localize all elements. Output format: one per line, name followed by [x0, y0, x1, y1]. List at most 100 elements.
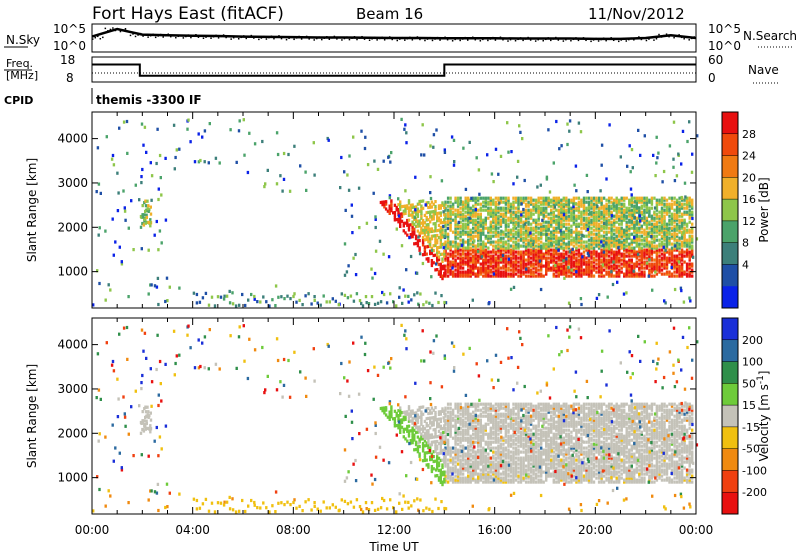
echo-cell: [683, 260, 686, 264]
echo-cell: [545, 268, 548, 272]
echo-cell: [451, 256, 455, 260]
echo-cell: [195, 301, 199, 305]
echo-cell: [522, 226, 525, 230]
echo-cell: [469, 444, 472, 448]
echo-cell: [484, 454, 487, 458]
echo-cell: [461, 412, 465, 416]
echo-cell: [685, 248, 689, 252]
echo-cell: [592, 208, 596, 212]
echo-cell: [522, 254, 525, 258]
echo-cell: [446, 470, 450, 474]
echo-cell: [479, 218, 482, 222]
echo-cell: [456, 406, 460, 410]
echo-cell: [499, 272, 503, 276]
echo-cell: [540, 232, 543, 236]
echo-cell: [597, 230, 601, 234]
echo-cell: [499, 402, 503, 406]
echo-cell: [635, 206, 638, 210]
echo-cell: [680, 256, 684, 260]
echo-cell: [404, 189, 407, 193]
echo-cell: [477, 256, 480, 260]
noise-point: [489, 38, 492, 40]
colorbar-tick-label: 8: [742, 237, 749, 250]
echo-cell: [487, 418, 490, 422]
echo-cell: [504, 202, 508, 206]
noise-point: [172, 34, 175, 36]
echo-cell: [540, 228, 543, 232]
echo-cell: [655, 224, 659, 228]
echo-cell: [527, 258, 530, 262]
noise-point: [240, 36, 242, 39]
echo-cell: [630, 246, 633, 250]
echo-cell: [454, 244, 457, 248]
echo-cell: [643, 238, 646, 242]
echo-cell: [678, 204, 681, 208]
echo-cell: [504, 260, 508, 264]
echo-cell: [398, 295, 401, 299]
echo-cell: [421, 199, 425, 203]
echo-cell: [605, 236, 608, 240]
echo-cell: [565, 260, 568, 264]
echo-cell: [477, 440, 480, 444]
echo-cell: [691, 198, 694, 202]
echo-cell: [658, 242, 661, 246]
echo-cell: [479, 402, 482, 406]
echo-cell: [565, 244, 568, 248]
echo-cell: [423, 247, 427, 252]
echo-cell: [456, 212, 460, 216]
echo-cell: [504, 242, 508, 246]
echo-cell: [534, 200, 538, 204]
echo-cell: [615, 250, 618, 254]
echo-cell: [95, 190, 98, 194]
echo-cell: [623, 248, 626, 252]
echo-cell: [390, 209, 393, 213]
echo-cell: [555, 236, 558, 240]
echo-cell: [582, 226, 586, 230]
echo-cell: [519, 220, 523, 224]
noise-point: [394, 37, 396, 39]
echo-cell: [492, 180, 495, 184]
echo-cell: [444, 434, 447, 438]
echo-cell: [365, 301, 368, 305]
echo-cell: [474, 244, 477, 248]
echo-cell: [461, 260, 465, 264]
echo-cell: [630, 198, 633, 202]
echo-cell: [643, 202, 646, 206]
echo-cell: [430, 251, 434, 255]
echo-cell: [492, 418, 495, 422]
echo-cell: [600, 250, 603, 254]
echo-cell: [472, 236, 475, 240]
echo-cell: [625, 224, 628, 228]
echo-cell: [454, 474, 457, 478]
echo-cell: [435, 128, 438, 132]
echo-cell: [99, 191, 102, 195]
echo-cell: [441, 242, 444, 246]
echo-cell: [691, 250, 694, 254]
echo-cell: [524, 196, 528, 200]
echo-cell: [434, 229, 437, 233]
noise-point: [255, 36, 258, 38]
echo-cell: [477, 442, 480, 446]
echo-cell: [397, 208, 400, 212]
noise-point: [290, 36, 293, 38]
echo-cell: [479, 442, 482, 446]
echo-cell: [402, 288, 405, 292]
echo-cell: [685, 210, 689, 214]
echo-cell: [665, 210, 669, 214]
echo-cell: [600, 258, 603, 262]
echo-cell: [414, 212, 418, 216]
echo-cell: [688, 296, 691, 300]
echo-cell: [643, 228, 646, 232]
echo-cell: [577, 214, 581, 218]
echo-cell: [477, 224, 480, 228]
echo-cell: [628, 236, 631, 240]
echo-cell: [432, 133, 436, 137]
noise-point: [502, 38, 504, 41]
echo-cell: [570, 206, 573, 210]
echo-cell: [547, 196, 550, 200]
echo-cell: [464, 202, 467, 206]
echo-cell: [484, 204, 487, 208]
echo-cell: [497, 412, 500, 416]
echo-cell: [459, 274, 462, 278]
